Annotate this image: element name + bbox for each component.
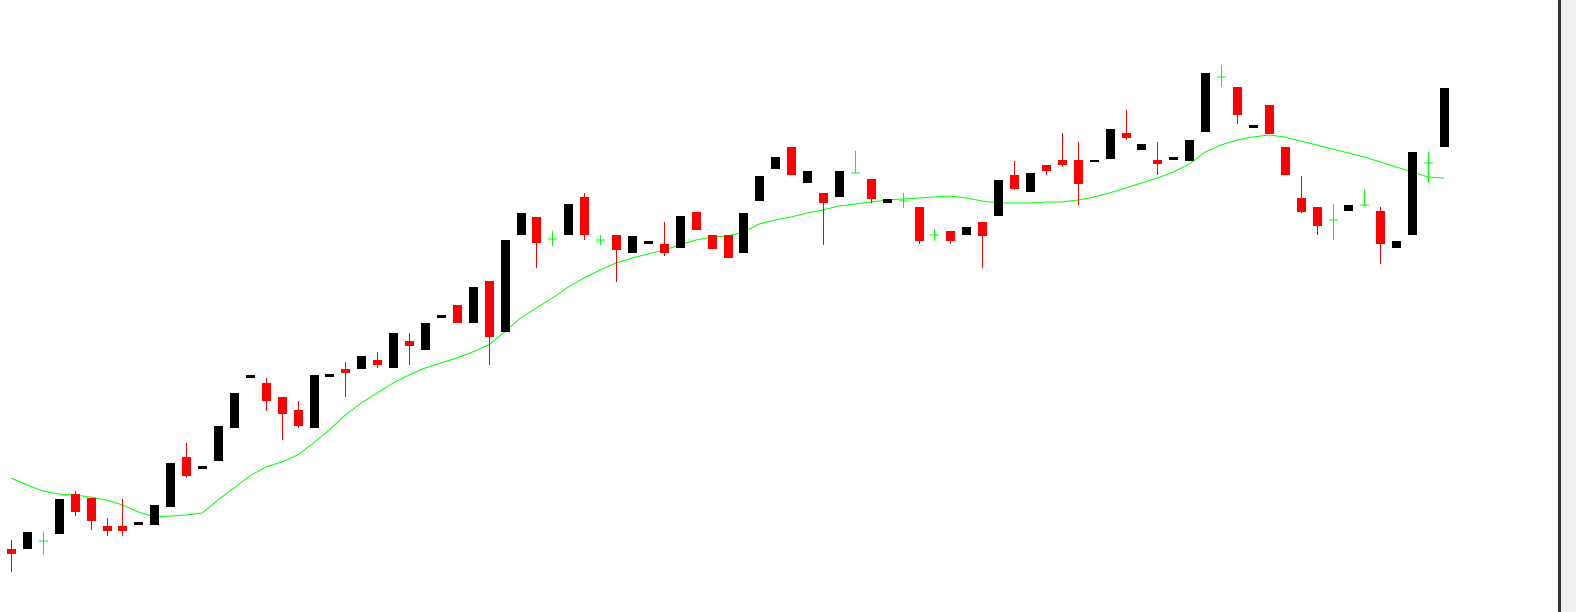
- candle-body: [580, 197, 589, 235]
- candle-body: [962, 227, 971, 235]
- candle-body: [437, 315, 446, 318]
- candle-body: [1233, 87, 1242, 115]
- candle-body: [357, 356, 366, 369]
- window-edge: [1561, 0, 1576, 612]
- candle-body: [612, 235, 621, 250]
- candle-body: [692, 212, 701, 230]
- candle-body: [1058, 160, 1067, 165]
- candle-body: [978, 222, 987, 236]
- candle-body: [867, 179, 876, 199]
- candle-body: [915, 207, 924, 241]
- candle-body: [771, 157, 780, 169]
- candle-body: [1265, 105, 1274, 134]
- candle-body: [230, 393, 239, 428]
- candle-body: [660, 244, 669, 253]
- candle-body: [946, 231, 955, 241]
- candle-body: [1185, 140, 1194, 161]
- candle-body: [310, 375, 319, 428]
- candle-body: [118, 526, 127, 531]
- candle-body: [676, 216, 685, 248]
- candle-body: [341, 369, 350, 373]
- chart-border: [1558, 0, 1561, 612]
- candle-body: [262, 383, 271, 401]
- candle-body: [134, 522, 143, 525]
- candle-body: [1376, 211, 1385, 244]
- candle-body: [198, 466, 207, 469]
- candle-body: [325, 374, 334, 377]
- candle-body: [739, 213, 748, 253]
- candle-body: [1392, 241, 1401, 248]
- candle-body: [453, 305, 462, 323]
- candle-body: [628, 236, 637, 253]
- candle-body: [835, 171, 844, 197]
- candle-body: [1313, 207, 1322, 226]
- candle-body: [1042, 165, 1051, 171]
- candle-body: [883, 199, 892, 203]
- candle-body: [787, 147, 796, 175]
- candle-body: [87, 498, 96, 521]
- candle-body: [214, 426, 223, 461]
- candle-body: [1090, 160, 1099, 162]
- candle-body: [469, 287, 478, 323]
- candle-body: [708, 235, 717, 249]
- candle-body: [517, 213, 526, 235]
- candle-body: [421, 323, 430, 350]
- candle-body: [1440, 88, 1449, 147]
- candle-body: [1106, 129, 1115, 159]
- candle-body: [1010, 175, 1019, 189]
- candle-body: [389, 333, 398, 368]
- candle-body: [532, 217, 541, 243]
- candle-body: [103, 526, 112, 531]
- candle-body: [1026, 173, 1035, 192]
- candle-body: [564, 204, 573, 235]
- candle-body: [1344, 205, 1353, 211]
- candle-body: [1137, 144, 1146, 150]
- candle-body: [1249, 125, 1258, 128]
- candle-body: [803, 171, 812, 183]
- candle-body: [1201, 73, 1210, 132]
- candle-body: [1408, 152, 1417, 235]
- candle-body: [1297, 198, 1306, 212]
- candle-body: [278, 397, 287, 414]
- candle-body: [1074, 160, 1083, 184]
- candle-body: [166, 463, 175, 507]
- candle-body: [150, 505, 159, 525]
- candle-body: [485, 281, 494, 337]
- candle-body: [1153, 160, 1162, 164]
- candle-body: [246, 375, 255, 378]
- candle-body: [405, 341, 414, 346]
- candle-body: [373, 360, 382, 365]
- candle-body: [182, 457, 191, 476]
- candle-body: [55, 499, 64, 534]
- candle-body: [1169, 157, 1178, 160]
- candle-body: [501, 240, 510, 332]
- candle-body: [71, 494, 80, 512]
- candle-body: [819, 193, 828, 203]
- candle-body: [7, 549, 16, 554]
- candle-body: [724, 235, 733, 258]
- candle-body: [1122, 133, 1131, 138]
- candle-body: [994, 180, 1003, 216]
- candle-body: [1281, 147, 1290, 175]
- candle-body: [23, 532, 32, 549]
- candle-body: [294, 410, 303, 426]
- candle-body: [644, 241, 653, 244]
- candle-body: [755, 176, 764, 201]
